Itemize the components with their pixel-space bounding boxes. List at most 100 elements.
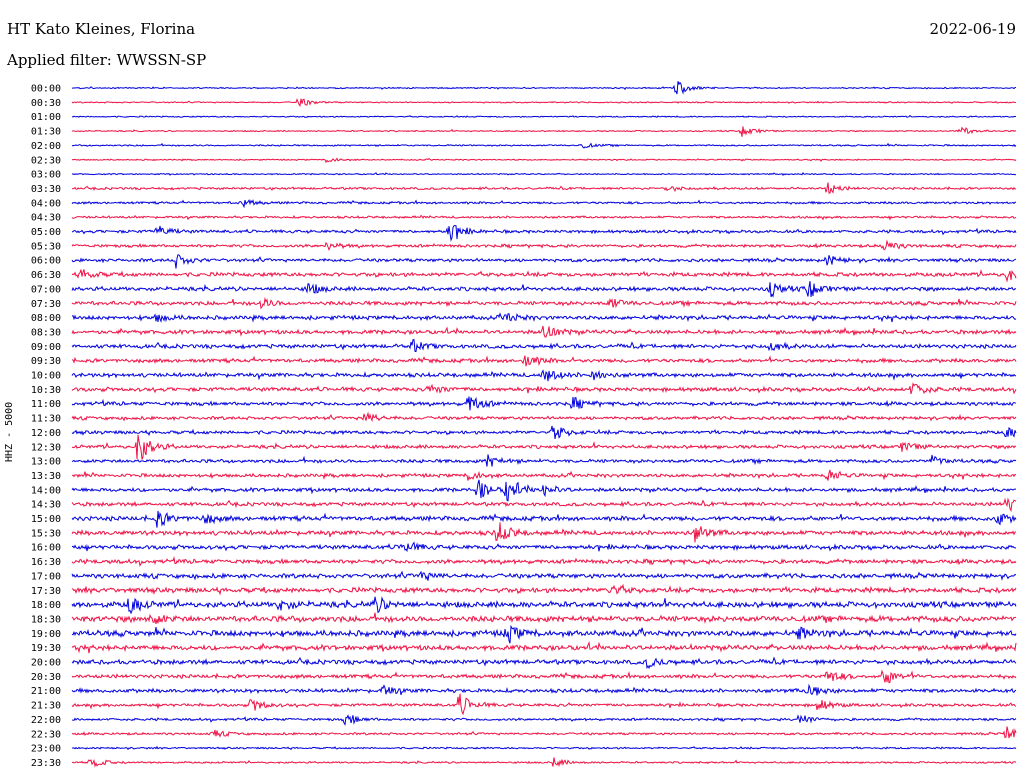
- trace-line: [71, 382, 1017, 395]
- station-title: HT Kato Kleines, Florina: [7, 20, 196, 38]
- trace-line: [71, 757, 1017, 768]
- trace-line: [71, 396, 1017, 411]
- time-tick-label: 00:00: [31, 84, 61, 95]
- trace-line: [71, 126, 1017, 137]
- time-tick-label: 05:00: [31, 227, 61, 238]
- time-tick-label: 07:00: [31, 284, 61, 295]
- trace-line: [71, 693, 1017, 716]
- time-tick-label: 22:30: [31, 729, 61, 740]
- time-tick-label: 12:30: [31, 442, 61, 453]
- time-tick-label: 23:30: [31, 758, 61, 769]
- trace-line: [71, 434, 1017, 460]
- time-tick-label: 00:30: [31, 98, 61, 109]
- time-tick-label: 03:30: [31, 184, 61, 195]
- time-tick-label: 09:30: [31, 356, 61, 367]
- trace-line: [71, 669, 1017, 684]
- time-tick-label: 20:00: [31, 658, 61, 669]
- time-tick-label: 02:30: [31, 155, 61, 166]
- trace-line: [71, 745, 1017, 751]
- time-tick-label: 09:00: [31, 342, 61, 353]
- time-tick-label: 15:00: [31, 514, 61, 525]
- time-tick-label: 06:00: [31, 256, 61, 267]
- trace-line: [71, 172, 1017, 176]
- time-tick-label: 18:00: [31, 600, 61, 611]
- trace-line: [71, 182, 1017, 194]
- trace-line: [71, 556, 1017, 567]
- time-tick-label: 16:00: [31, 543, 61, 554]
- time-tick-label: 14:30: [31, 500, 61, 511]
- time-tick-label: 21:30: [31, 701, 61, 712]
- time-tick-label: 13:30: [31, 471, 61, 482]
- time-tick-label: 16:30: [31, 557, 61, 568]
- trace-line: [71, 369, 1017, 382]
- time-tick-label: 21:00: [31, 686, 61, 697]
- time-tick-label: 19:30: [31, 643, 61, 654]
- trace-line: [71, 497, 1017, 513]
- time-tick-label: 17:00: [31, 571, 61, 582]
- trace-line: [71, 296, 1017, 310]
- trace-line: [71, 510, 1017, 528]
- time-tick-label: 04:00: [31, 198, 61, 209]
- trace-line: [71, 81, 1017, 95]
- trace-line: [71, 640, 1017, 654]
- time-tick-label: 23:00: [31, 744, 61, 755]
- trace-line: [71, 726, 1017, 739]
- time-tick-label: 20:30: [31, 672, 61, 683]
- time-tick-label: 04:30: [31, 213, 61, 224]
- time-tick-label: 13:00: [31, 457, 61, 468]
- trace-line: [71, 425, 1017, 440]
- trace-line: [71, 114, 1017, 119]
- time-tick-label: 07:30: [31, 299, 61, 310]
- time-tick-label: 11:30: [31, 414, 61, 425]
- trace-line: [71, 312, 1017, 323]
- trace-line: [71, 596, 1017, 615]
- trace-line: [71, 714, 1017, 726]
- trace-line: [71, 269, 1017, 283]
- trace-line: [71, 469, 1017, 481]
- trace-line: [71, 570, 1017, 581]
- trace-line: [71, 281, 1017, 298]
- trace-line: [71, 225, 1017, 242]
- trace-line: [71, 214, 1017, 221]
- trace-line: [71, 683, 1017, 696]
- trace-line: [71, 522, 1017, 543]
- time-tick-label: 18:30: [31, 614, 61, 625]
- time-tick-label: 05:30: [31, 241, 61, 252]
- trace-line: [71, 541, 1017, 553]
- trace-line: [71, 411, 1017, 423]
- time-tick-label: 19:00: [31, 629, 61, 640]
- time-tick-label: 17:30: [31, 586, 61, 597]
- time-tick-label: 14:00: [31, 485, 61, 496]
- time-tick-label: 11:00: [31, 399, 61, 410]
- date-label: 2022-06-19: [929, 20, 1016, 38]
- time-tick-label: 01:00: [31, 112, 61, 123]
- time-tick-label: 12:00: [31, 428, 61, 439]
- time-tick-label: 10:00: [31, 371, 61, 382]
- time-tick-label: 22:00: [31, 715, 61, 726]
- time-tick-label: 01:30: [31, 127, 61, 138]
- time-tick-label: 06:30: [31, 270, 61, 281]
- trace-line: [71, 612, 1017, 625]
- trace-line: [71, 624, 1017, 644]
- trace-line: [71, 656, 1017, 670]
- trace-line: [71, 583, 1017, 596]
- trace-line: [71, 355, 1017, 367]
- time-tick-label: 08:00: [31, 313, 61, 324]
- trace-line: [71, 157, 1017, 164]
- trace-line: [71, 142, 1017, 149]
- trace-line: [71, 325, 1017, 338]
- trace-line: [71, 454, 1017, 467]
- time-tick-label: 15:30: [31, 528, 61, 539]
- time-tick-label: 02:00: [31, 141, 61, 152]
- filter-label: Applied filter: WWSSN-SP: [7, 51, 207, 69]
- time-tick-label: 03:00: [31, 170, 61, 181]
- trace-line: [71, 199, 1017, 209]
- trace-line: [71, 339, 1017, 353]
- trace-line: [71, 479, 1017, 502]
- trace-line: [71, 239, 1017, 251]
- trace-line: [71, 98, 1017, 107]
- trace-line: [71, 254, 1017, 269]
- time-tick-label: 08:30: [31, 327, 61, 338]
- time-tick-label: 10:30: [31, 385, 61, 396]
